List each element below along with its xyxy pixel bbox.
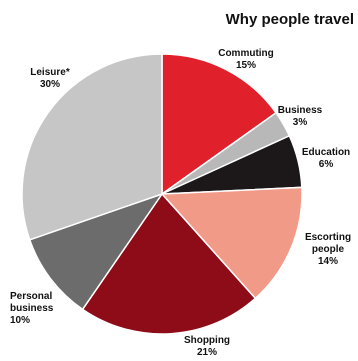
slice-labels: Commuting 15% Business 3% Education 6% Escorti…	[10, 48, 351, 358]
slice-label-commuting: Commuting 15%	[218, 48, 274, 71]
pie-slices	[21, 53, 303, 335]
pie-slice-leisure	[21, 53, 163, 241]
slice-label-personal-business: Personal business 10%	[10, 291, 54, 326]
pie-slice-personal-business	[28, 192, 164, 311]
pie-slice-escorting-people	[160, 186, 303, 300]
pie-slice-commuting	[161, 53, 278, 196]
slice-label-escorting-people: Escorting people 14%	[305, 232, 351, 267]
slice-label-leisure: Leisure* 30%	[30, 67, 70, 90]
slice-label-business: Business 3%	[278, 105, 323, 128]
pie-slice-shopping	[81, 192, 257, 335]
chart-title: Why people travel	[226, 11, 354, 28]
slice-label-shopping: Shopping 21%	[184, 335, 230, 358]
slice-label-education: Education 6%	[302, 147, 350, 170]
